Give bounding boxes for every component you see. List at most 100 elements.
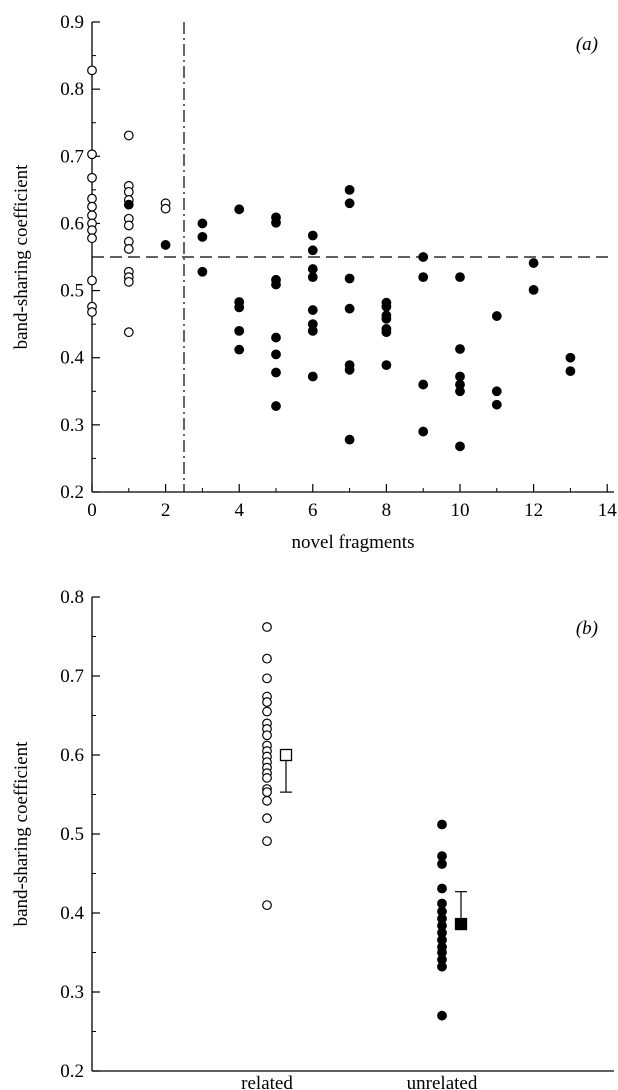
category-label-related: related bbox=[241, 1073, 293, 1090]
open-circle-point bbox=[262, 622, 272, 632]
filled-circle-point bbox=[437, 819, 447, 830]
open-circle-point bbox=[87, 225, 97, 236]
x-tick-label: 2 bbox=[161, 500, 171, 521]
y-tick-label: 0.2 bbox=[60, 482, 84, 503]
category-label-unrelated: unrelated bbox=[407, 1073, 478, 1090]
y-tick-label: 0.7 bbox=[60, 146, 84, 167]
filled-circle-point bbox=[344, 184, 355, 195]
y-tick-label: 0.6 bbox=[60, 213, 84, 234]
filled-circle-point bbox=[234, 325, 245, 336]
open-circle-point bbox=[262, 773, 272, 783]
open-circle-point bbox=[160, 203, 171, 214]
filled-circle-point bbox=[381, 313, 392, 324]
open-circle-point bbox=[262, 697, 272, 707]
open-circle-point bbox=[87, 193, 97, 204]
filled-circle-point bbox=[418, 272, 429, 283]
x-tick-label: 10 bbox=[451, 500, 470, 521]
filled-circle-point bbox=[197, 266, 208, 277]
filled-circle-point bbox=[455, 344, 465, 354]
panel-b-label: (b) bbox=[576, 618, 598, 639]
filled-circle-point bbox=[455, 441, 465, 452]
filled-circle-point bbox=[234, 302, 245, 313]
panel-a-points bbox=[87, 65, 576, 452]
filled-circle-point bbox=[271, 279, 281, 290]
filled-circle-point bbox=[437, 883, 447, 894]
filled-circle-point bbox=[307, 272, 318, 283]
filled-circle-point bbox=[160, 240, 171, 250]
filled-circle-point bbox=[197, 231, 208, 242]
filled-circle-point bbox=[307, 371, 318, 382]
filled-circle-point bbox=[344, 364, 355, 375]
filled-circle-point bbox=[528, 285, 539, 295]
open-circle-point bbox=[87, 233, 97, 244]
filled-circle-point bbox=[344, 198, 355, 209]
filled-circle-point bbox=[528, 258, 539, 268]
filled-circle-point bbox=[123, 199, 134, 210]
open-circle-point bbox=[123, 327, 134, 338]
filled-circle-point bbox=[234, 344, 245, 355]
filled-circle-point bbox=[565, 366, 576, 377]
filled-circle-point bbox=[455, 386, 465, 397]
open-circle-point bbox=[262, 795, 272, 806]
y-tick-label: 0.5 bbox=[60, 281, 84, 302]
x-tick-label: 0 bbox=[87, 500, 97, 521]
open-circle-point bbox=[262, 813, 272, 824]
panel-a-ticks: 0.2 0.3 0.4 0.5 0.6 0.7 0.8 0.9 0 2 4 6 8 10 12 14 bbox=[60, 12, 617, 521]
open-circle-point bbox=[123, 276, 134, 287]
y-tick-label: 0.3 bbox=[60, 415, 84, 436]
filled-circle-point bbox=[271, 332, 281, 343]
filled-circle-point bbox=[455, 272, 465, 283]
filled-circle-point bbox=[307, 325, 318, 336]
y-tick-label: 0.4 bbox=[60, 903, 84, 924]
filled-circle-point bbox=[437, 859, 447, 869]
filled-circle-point bbox=[307, 264, 318, 274]
filled-circle-point bbox=[271, 349, 281, 360]
panel-b-y-title: band-sharing coefficient bbox=[11, 741, 32, 927]
panel-a: 0.20.30.40.50.60.70.80.90 2 4 6 8 10 12 14 (a) … bbox=[11, 12, 617, 553]
open-circle-point bbox=[262, 730, 272, 741]
panel-b-ticks: 0.2 0.3 0.4 0.5 0.6 0.7 0.8 bbox=[60, 587, 100, 1082]
filled-circle-point bbox=[381, 301, 392, 312]
open-circle-point bbox=[87, 307, 97, 317]
filled-circle-point bbox=[565, 352, 576, 363]
x-tick-label: 8 bbox=[382, 500, 392, 521]
filled-circle-point bbox=[491, 399, 502, 410]
open-circle-point bbox=[123, 186, 134, 197]
open-circle-point bbox=[87, 65, 97, 76]
open-circle-point bbox=[123, 244, 134, 254]
open-circle-point bbox=[262, 787, 272, 798]
filled-circle-point bbox=[344, 273, 355, 284]
filled-circle-point bbox=[307, 245, 318, 256]
filled-circle-point bbox=[455, 371, 465, 382]
open-circle-point bbox=[87, 210, 97, 221]
open-circle-point bbox=[123, 220, 134, 231]
filled-circle-point bbox=[271, 367, 281, 378]
filled-circle-point bbox=[271, 217, 281, 228]
y-tick-label: 0.5 bbox=[60, 824, 84, 845]
x-tick-label: 14 bbox=[598, 500, 618, 521]
y-tick-label: 0.6 bbox=[60, 745, 84, 766]
open-circle-point bbox=[87, 275, 97, 286]
panel-a-x-title: novel fragments bbox=[292, 532, 415, 553]
open-circle-point bbox=[123, 130, 134, 141]
y-tick-label: 0.8 bbox=[60, 79, 84, 100]
filled-circle-point bbox=[307, 305, 318, 315]
open-circle-point bbox=[262, 706, 272, 717]
y-tick-label: 0.9 bbox=[60, 12, 84, 33]
filled-circle-point bbox=[491, 386, 502, 397]
mean-filled-square bbox=[454, 917, 468, 931]
filled-circle-point bbox=[307, 230, 318, 241]
mean-open-square bbox=[279, 748, 293, 762]
filled-circle-point bbox=[381, 327, 392, 338]
y-tick-label: 0.7 bbox=[60, 666, 84, 687]
panel-b-points bbox=[262, 622, 468, 1021]
panel-a-label: (a) bbox=[576, 34, 598, 55]
open-circle-point bbox=[262, 653, 272, 664]
filled-circle-point bbox=[418, 426, 429, 437]
y-tick-label: 0.4 bbox=[60, 348, 84, 369]
y-tick-label: 0.8 bbox=[60, 587, 84, 608]
panel-a-reference-lines bbox=[92, 22, 614, 492]
y-tick-label: 0.2 bbox=[60, 1061, 84, 1082]
y-tick-label: 0.3 bbox=[60, 982, 84, 1003]
